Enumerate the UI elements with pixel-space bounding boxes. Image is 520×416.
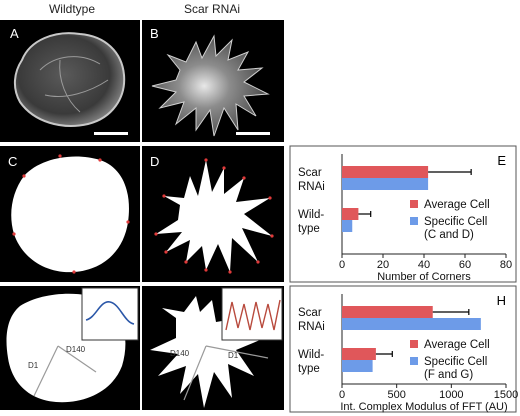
bar-h-average [342, 348, 376, 360]
panel-g: D140 D1 G [142, 286, 284, 410]
category-label-e: RNAi [298, 181, 325, 193]
bar-h-average [342, 306, 433, 318]
panel-label-e: E [497, 153, 506, 168]
scale-bar-b [236, 132, 270, 135]
inset-curve-wildtype [85, 301, 135, 325]
inset-curve-scar [225, 299, 281, 331]
category-label-e: Wild- [298, 209, 324, 221]
category-label-e: type [298, 223, 320, 235]
x-tick-label-h: 1500 [494, 389, 518, 401]
x-tick-label-e: 0 [339, 259, 345, 271]
legend-swatch-average-h [410, 340, 418, 348]
scale-bar-a [94, 132, 128, 135]
panel-a: A [0, 20, 140, 142]
x-tick-label-h: 0 [339, 389, 345, 401]
legend-label-average-h: Average Cell [424, 339, 490, 351]
panel-f: D1 D140 F [0, 286, 140, 410]
legend-label-specific-sub-e: (C and D) [424, 229, 474, 241]
chart-e: E 0 20 40 60 80 Number of Corners Scar RNAi Wild-… [289, 145, 517, 283]
x-axis-title-e: Number of Corners [377, 271, 471, 283]
panel-label-f: F [8, 292, 16, 307]
radius-lines-f [33, 345, 97, 397]
bar-h-specific [342, 318, 481, 330]
panel-d: D [142, 146, 284, 282]
legend-swatch-specific-e [410, 217, 418, 225]
scar-rnai-cell-outline [156, 160, 272, 272]
bar-e-average [342, 208, 359, 220]
column-title-scar-rnai: Scar RNAi [184, 2, 240, 16]
panel-label-d: D [150, 154, 159, 169]
label-d1-g: D1 [228, 351, 239, 360]
category-label-h: type [298, 363, 320, 375]
x-tick-label-e: 40 [418, 259, 430, 271]
x-tick-label-h: 1000 [439, 389, 463, 401]
legend-label-specific-h: Specific Cell [424, 356, 487, 368]
inset-profile-f [81, 287, 139, 341]
category-label-h: Wild- [298, 349, 324, 361]
radius-lines-g [183, 345, 269, 401]
column-title-wildtype: Wildtype [49, 2, 95, 16]
bar-h-specific [342, 360, 373, 372]
legend-swatch-average-e [410, 200, 418, 208]
legend-swatch-specific-h [410, 357, 418, 365]
category-label-e: Scar [298, 167, 322, 179]
label-d140-g: D140 [170, 349, 190, 358]
x-tick-label-e: 80 [500, 259, 512, 271]
category-label-h: RNAi [298, 321, 325, 333]
x-axis-title-h: Int. Complex Modulus of FFT (AU) [340, 401, 507, 413]
x-tick-label-e: 60 [459, 259, 471, 271]
panel-label-b: B [150, 26, 159, 41]
panel-b: B [142, 20, 284, 142]
wildtype-cell-outline [11, 156, 129, 273]
x-tick-label-h: 500 [387, 389, 405, 401]
inset-profile-g [221, 287, 283, 341]
panel-label-a: A [10, 26, 19, 41]
legend-label-specific-sub-h: (F and G) [424, 369, 473, 381]
panel-c: C [0, 146, 140, 282]
panel-label-c: C [8, 154, 17, 169]
legend-label-specific-e: Specific Cell [424, 216, 487, 228]
scar-rnai-cell-image [151, 34, 270, 137]
category-label-h: Scar [298, 307, 322, 319]
panel-label-h: H [497, 293, 506, 308]
panel-label-g: G [150, 292, 160, 307]
bar-e-specific [342, 220, 353, 232]
label-d140-f: D140 [66, 345, 86, 354]
bar-e-specific [342, 178, 429, 190]
x-tick-label-e: 20 [377, 259, 389, 271]
label-d1-f: D1 [28, 361, 39, 370]
legend-label-average-e: Average Cell [424, 199, 490, 211]
bar-e-average [342, 166, 429, 178]
wildtype-cell-image [14, 32, 126, 127]
